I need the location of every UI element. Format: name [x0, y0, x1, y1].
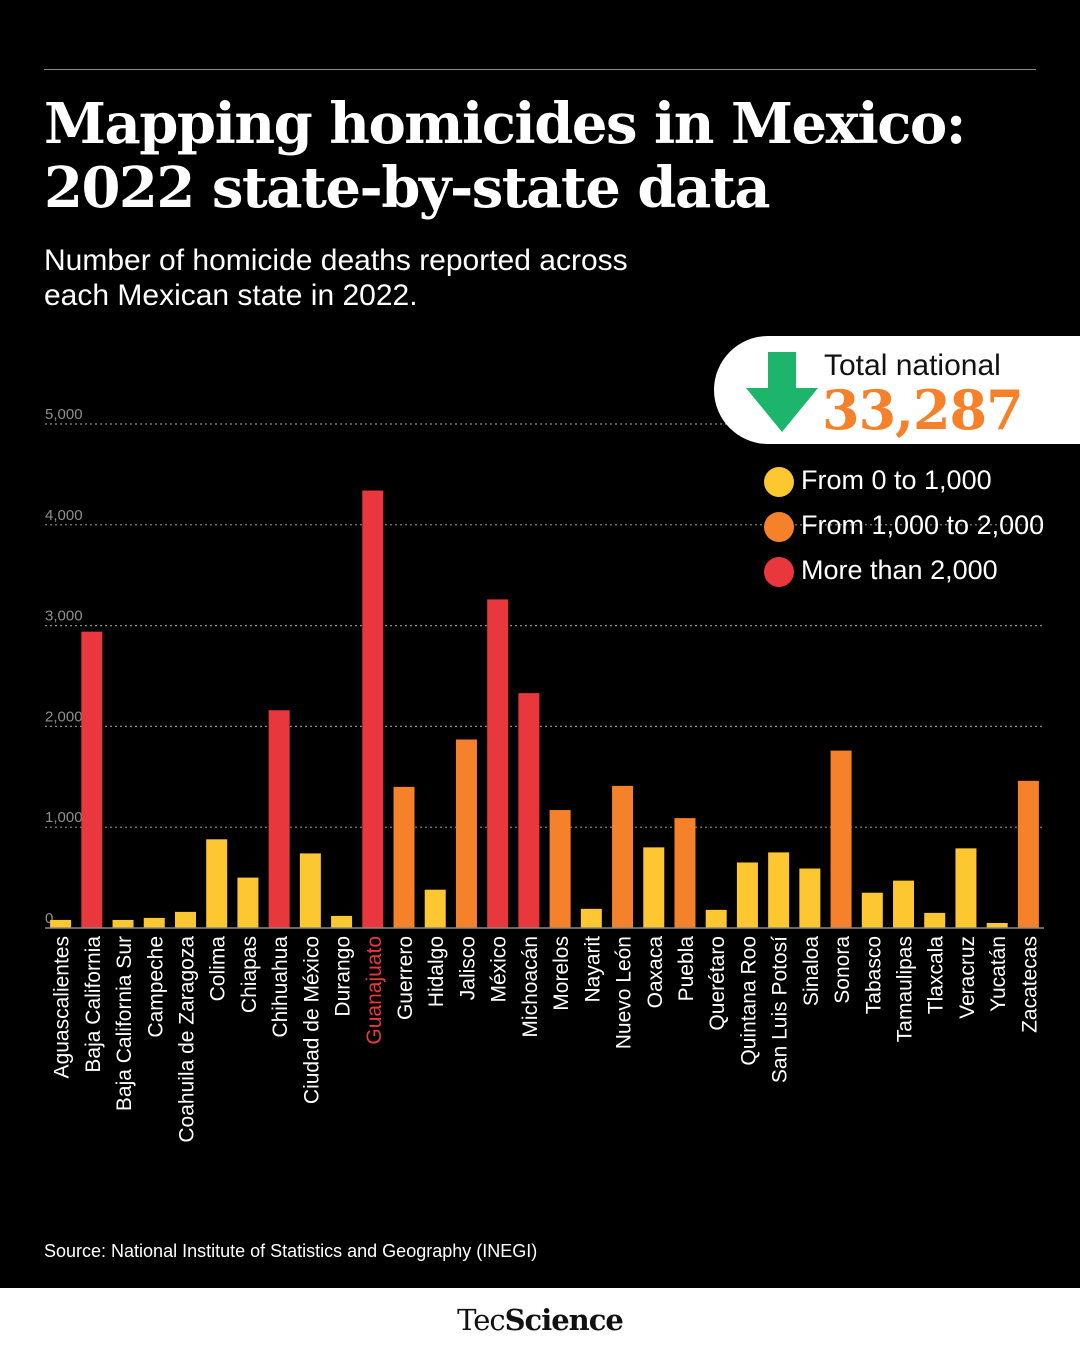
bar [50, 919, 72, 928]
brand-part-2: Science [504, 1303, 624, 1337]
x-tick-label: Nuevo León [613, 936, 636, 1049]
bar [549, 810, 571, 928]
legend-swatch-mid [764, 512, 794, 542]
x-tick-label: Puebla [675, 936, 698, 1002]
total-national-card: Total national 33,287 [714, 336, 1080, 444]
bar [893, 880, 915, 928]
y-tick-label: 5,000 [45, 406, 83, 423]
brand-part-1: Tec [457, 1303, 505, 1337]
x-tick-label: Chiapas [238, 936, 261, 1013]
legend-label-high: More than 2,000 [801, 555, 998, 585]
y-tick-label: 3,000 [45, 608, 83, 625]
x-tick-label: Guanajuato [363, 936, 386, 1045]
x-tick-label: Durango [332, 936, 355, 1017]
y-tick-label: 4,000 [45, 507, 83, 524]
x-tick-label: San Luis Potosí [769, 936, 792, 1083]
x-tick-label: Chihuahua [269, 936, 292, 1038]
x-tick-label: Michoacán [519, 936, 542, 1038]
bar [924, 912, 946, 928]
footer-band: TecScience [0, 1288, 1080, 1350]
x-tick-label: Ciudad de México [300, 936, 323, 1104]
source-note: Source: National Institute of Statistics… [44, 1241, 538, 1261]
bar [143, 917, 165, 928]
bar [112, 919, 134, 928]
x-tick-label: Morelos [550, 936, 573, 1011]
bar [331, 915, 353, 928]
brand-logo: TecScience [0, 1302, 1080, 1338]
y-tick-label: 2,000 [45, 708, 83, 725]
page-subtitle: Number of homicide deaths reported acros… [44, 243, 764, 313]
bar [580, 908, 602, 928]
bar [955, 848, 977, 928]
x-tick-label: Colima [207, 936, 230, 1002]
bar [362, 490, 384, 928]
bar [705, 909, 727, 928]
bar [237, 877, 259, 928]
title-line-1: Mapping homicides in Mexico: [44, 91, 966, 157]
x-tick-label: Yucatán [987, 936, 1010, 1012]
title-line-2: 2022 state-by-state data [44, 155, 770, 221]
bar [799, 868, 821, 928]
total-national-value: 33,287 [822, 378, 1024, 442]
bar [299, 853, 321, 928]
bar [830, 750, 852, 928]
x-tick-label: Zacatecas [1018, 936, 1041, 1033]
x-tick-label: México [488, 936, 511, 1003]
bar [455, 739, 477, 928]
x-tick-label: Quintana Roo [737, 936, 760, 1066]
x-tick-label: Guerrero [394, 936, 417, 1020]
legend-label-mid: From 1,000 to 2,000 [801, 510, 1045, 540]
y-tick-label: 0 [45, 910, 53, 927]
legend-label-low: From 0 to 1,000 [801, 465, 992, 495]
x-tick-label: Baja California [82, 936, 105, 1073]
bar [861, 892, 883, 928]
x-tick-label: Veracruz [956, 936, 979, 1019]
bar [768, 852, 790, 928]
x-tick-label: Sonora [831, 936, 854, 1004]
bar [487, 599, 509, 928]
x-tick-label: Sinaloa [800, 936, 823, 1006]
x-tick-label: Oaxaca [644, 936, 667, 1009]
x-tick-label: Hidalgo [425, 936, 448, 1007]
bar [393, 786, 415, 928]
x-tick-label: Campeche [144, 936, 167, 1038]
page-title: Mapping homicides in Mexico: 2022 state-… [44, 92, 1044, 220]
subtitle-line-2: each Mexican state in 2022. [44, 279, 418, 312]
arrow-down-icon [746, 352, 818, 432]
x-tick-label: Tabasco [862, 936, 885, 1014]
x-tick-label: Tlaxcala [925, 936, 948, 1015]
top-divider [44, 69, 1036, 70]
bar [424, 889, 446, 928]
total-national-label: Total national [824, 349, 1001, 382]
x-tick-label: Aguascalientes [51, 936, 74, 1078]
bar [674, 818, 696, 928]
x-tick-label: Jalisco [456, 936, 479, 1000]
x-tick-label: Coahuila de Zaragoza [175, 936, 198, 1143]
bar [986, 922, 1008, 928]
x-tick-label: Nayarit [581, 936, 604, 1003]
bar [736, 862, 758, 928]
x-tick-label: Baja California Sur [113, 936, 136, 1111]
bar [643, 847, 665, 928]
y-tick-label: 1,000 [45, 809, 83, 826]
legend-swatch-high [764, 557, 794, 587]
bar [268, 710, 290, 928]
legend-swatch-low [764, 467, 794, 497]
x-tick-label: Tamaulipas [894, 936, 917, 1042]
bar [174, 911, 196, 928]
bar [206, 839, 228, 928]
bar [81, 631, 103, 928]
bar [1017, 780, 1039, 928]
bar [518, 693, 540, 928]
bar [612, 785, 634, 928]
subtitle-line-1: Number of homicide deaths reported acros… [44, 244, 628, 277]
bar-chart: 0 1,000 2,000 3,000 4,000 5,000 Aguascalientes… [45, 406, 1044, 1143]
x-tick-label: Querétaro [706, 936, 729, 1031]
